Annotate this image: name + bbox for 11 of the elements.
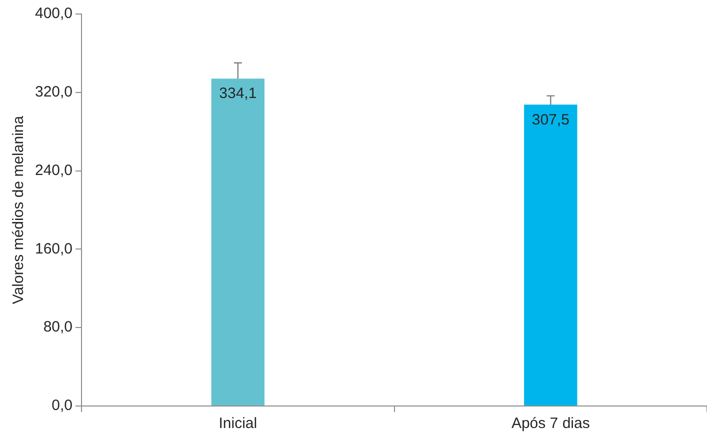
- y-tick-label: 320,0: [34, 84, 73, 101]
- data-label: 334,1: [219, 85, 257, 102]
- data-label: 307,5: [532, 111, 570, 128]
- y-tick-label: 400,0: [34, 5, 73, 22]
- y-tick-label: 80,0: [43, 318, 73, 336]
- y-axis-title: Valores médios de melanina: [10, 115, 28, 304]
- y-tick-label: 240,0: [34, 162, 73, 179]
- x-tick-label: Inicial: [218, 415, 258, 432]
- x-tick-label: Após 7 dias: [511, 415, 590, 432]
- y-tick-label: 160,0: [34, 240, 73, 258]
- y-tick-label: 0,0: [52, 397, 73, 414]
